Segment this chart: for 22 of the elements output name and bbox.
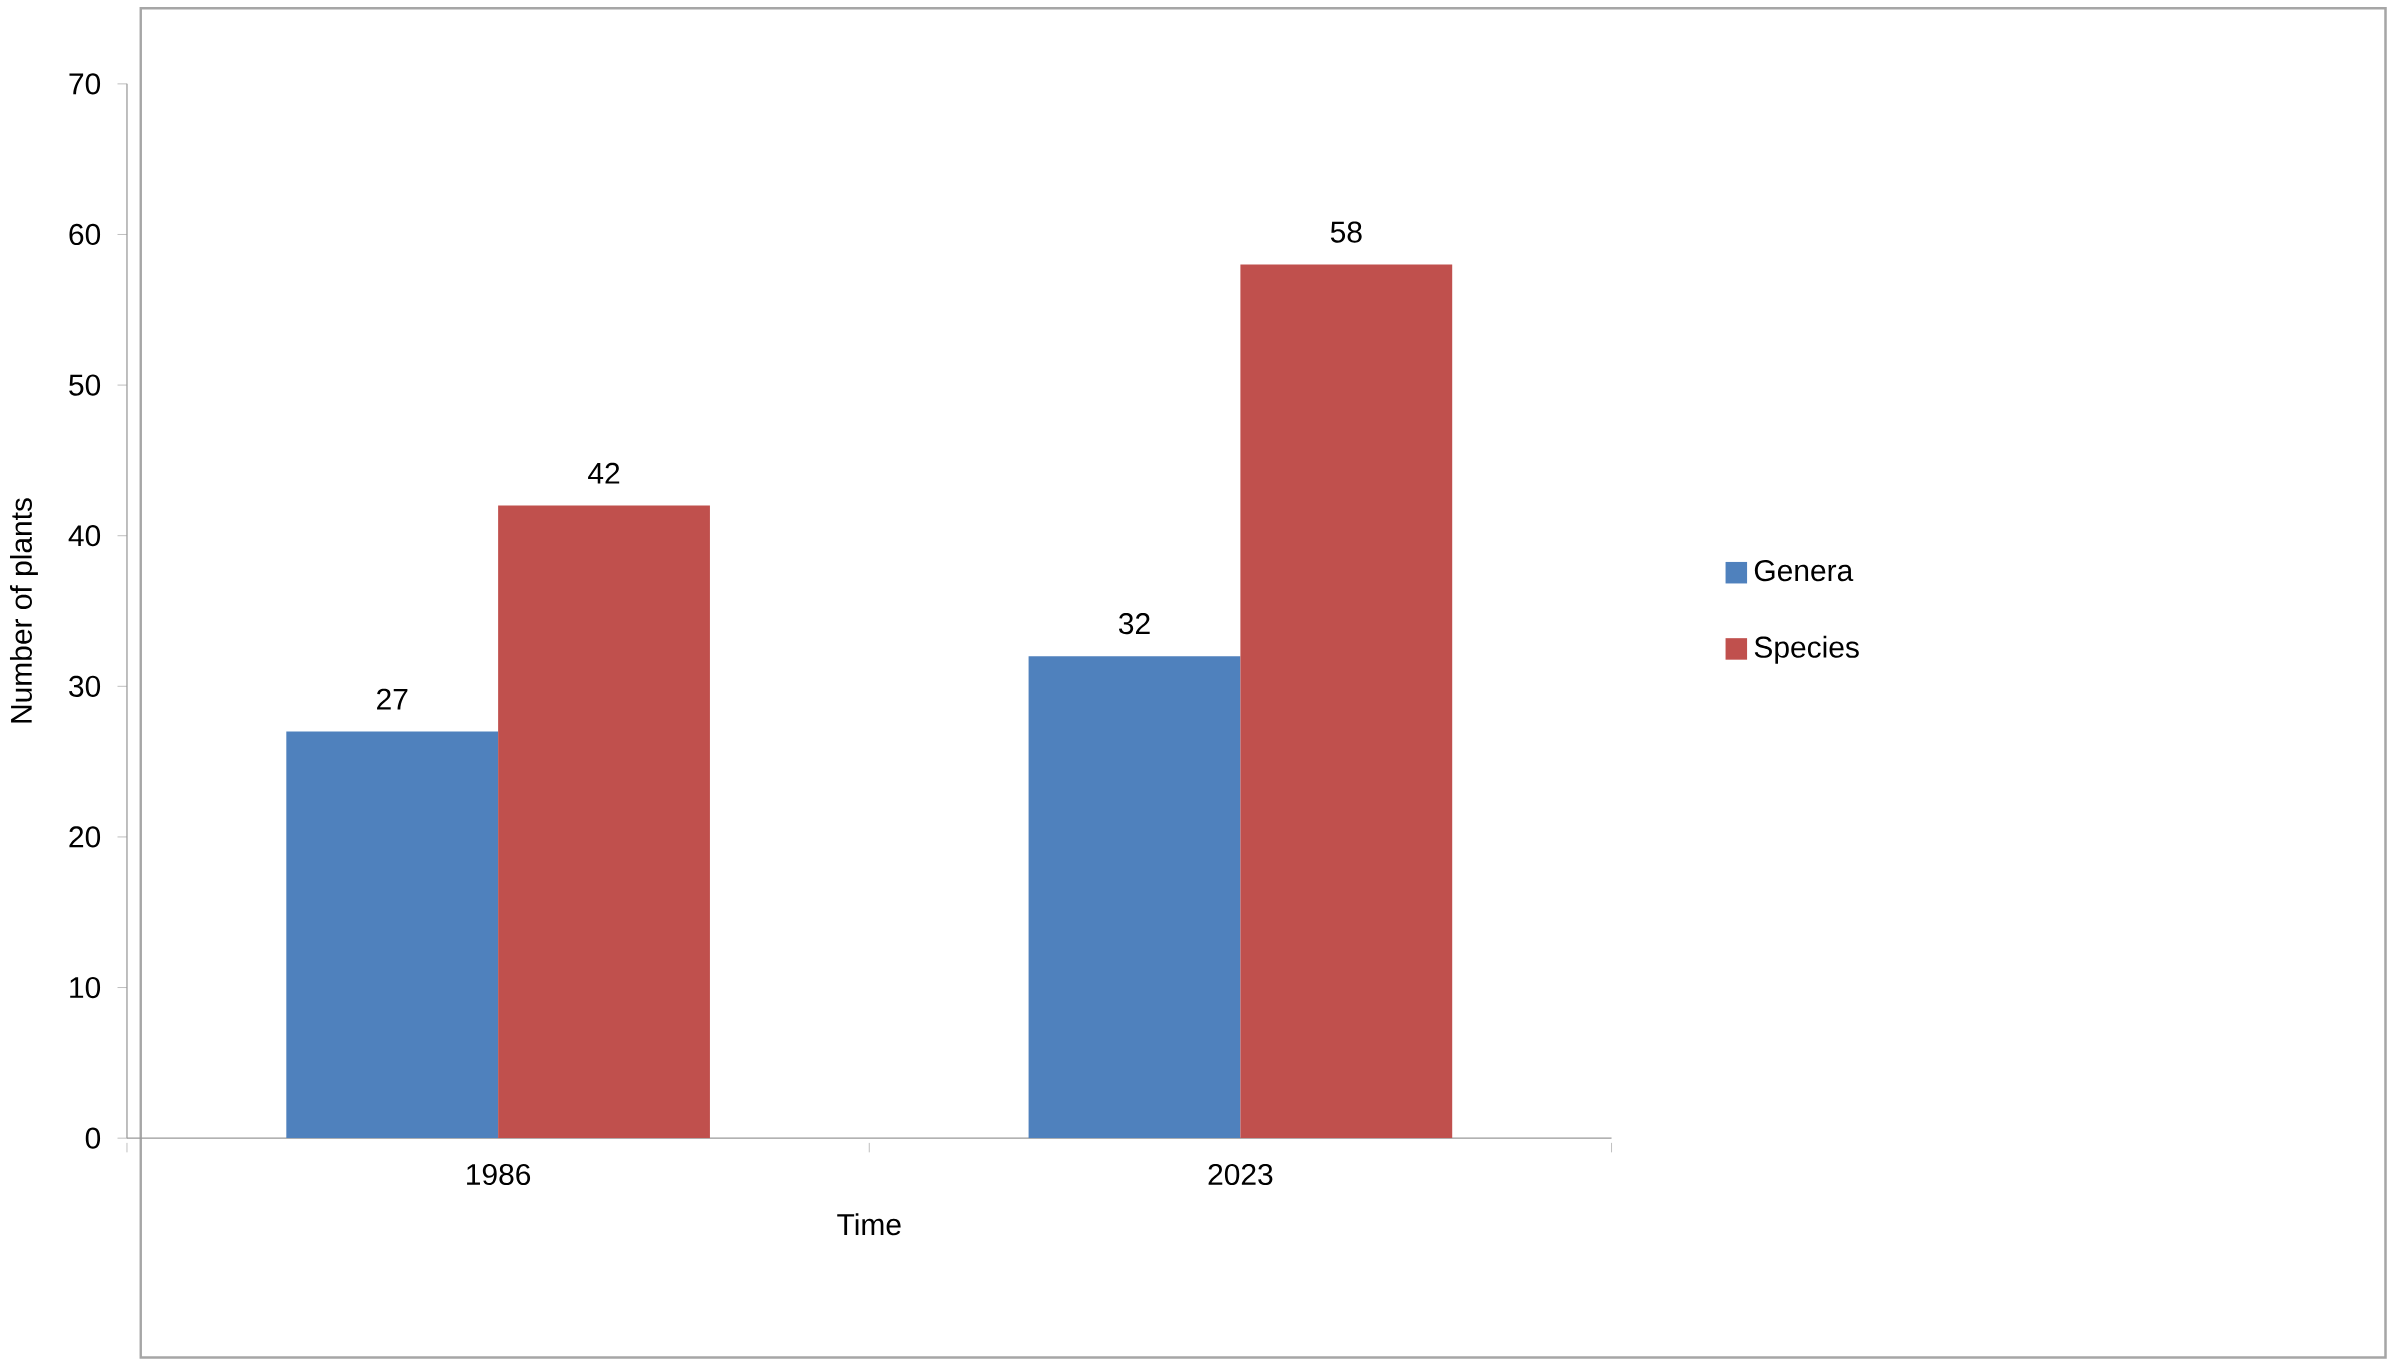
data-label: 58	[1330, 221, 1362, 243]
legend-label: Species	[1754, 635, 1859, 664]
data-label: 32	[1118, 613, 1150, 635]
y-tick-label: 40	[68, 525, 101, 547]
x-axis-title: Time	[837, 1213, 901, 1236]
y-tick-label: 50	[69, 374, 101, 396]
y-tick-label: 30	[69, 675, 101, 697]
y-axis-title: Number of plants	[9, 498, 38, 723]
y-tick-label: 70	[69, 73, 101, 95]
data-label: 42	[588, 462, 620, 484]
data-label: 27	[377, 688, 408, 710]
x-tick-label: 1986	[467, 1163, 531, 1186]
bar	[1240, 264, 1453, 1139]
y-tick-label: 0	[85, 1127, 101, 1149]
legend-label: Genera	[1754, 559, 1854, 582]
x-tick-label: 2023	[1208, 1163, 1273, 1186]
bar	[498, 505, 710, 1139]
y-tick-label: 20	[69, 826, 101, 848]
y-tick-label: 10	[70, 976, 101, 999]
bar	[286, 731, 499, 1139]
bar	[1028, 656, 1241, 1139]
y-tick-label: 60	[69, 223, 101, 246]
